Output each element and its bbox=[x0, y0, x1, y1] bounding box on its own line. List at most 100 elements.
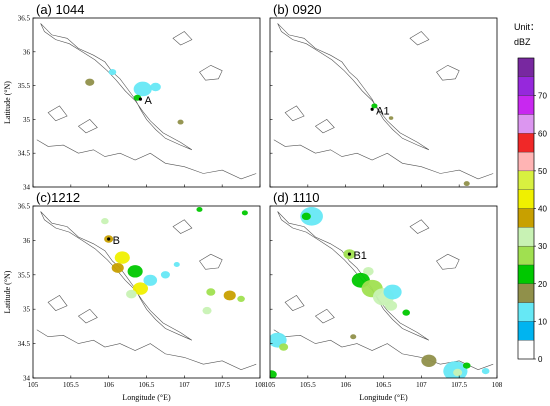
colorbar-segment bbox=[517, 321, 535, 341]
y-tick-label: 36 bbox=[23, 237, 31, 245]
colorbar-label: 20 bbox=[538, 280, 547, 289]
terrain-contour bbox=[314, 119, 335, 134]
station-point bbox=[138, 97, 143, 101]
echo-cell bbox=[160, 271, 170, 279]
echo-cell bbox=[421, 354, 437, 367]
colorbar-label: 0 bbox=[538, 355, 543, 364]
y-tick-label: 36 bbox=[23, 48, 31, 56]
terrain-contour bbox=[409, 219, 430, 234]
panel-title: (c)1212 bbox=[36, 190, 80, 205]
y-tick-label: 34 bbox=[23, 375, 31, 383]
x-tick-label: 105 bbox=[265, 381, 276, 389]
echo-cell bbox=[150, 82, 161, 92]
colorbar-unit: dBZ bbox=[514, 37, 531, 47]
panel-1: A1 (b) 0920 bbox=[269, 2, 498, 188]
x-tick-label: 106 bbox=[340, 381, 351, 389]
colorbar-unit: Unit： bbox=[514, 22, 539, 32]
terrain-contour bbox=[172, 219, 193, 234]
terrain-contour bbox=[40, 23, 193, 151]
echo-cell bbox=[481, 368, 490, 375]
panel-background bbox=[33, 18, 260, 187]
y-tick-label: 36.5 bbox=[18, 203, 31, 211]
colorbar-segment bbox=[517, 170, 535, 190]
echo-cell bbox=[127, 265, 143, 278]
x-tick-label: 106 bbox=[103, 381, 114, 389]
colorbar-segment bbox=[517, 95, 535, 115]
colorbar-segment bbox=[517, 133, 535, 153]
colorbar: Unit： dBZ 0 10 20 30 40 50 60 70 bbox=[514, 22, 547, 364]
echo-cell bbox=[133, 81, 152, 97]
point-label: A bbox=[144, 95, 152, 107]
colorbar-segment bbox=[517, 151, 535, 172]
colorbar-label: 10 bbox=[538, 317, 547, 326]
terrain-contour bbox=[36, 329, 257, 371]
x-tick-label: 108 bbox=[492, 381, 503, 389]
echo-cell bbox=[202, 306, 212, 315]
terrain-contour bbox=[409, 31, 430, 46]
echo-cell bbox=[143, 274, 158, 286]
echo-cell bbox=[402, 309, 410, 316]
terrain-contour bbox=[314, 308, 335, 324]
echo-cell bbox=[385, 300, 398, 311]
point-label: A1 bbox=[376, 105, 389, 117]
panel-2: B (c)1212 105 105.5 106 106.5 107 107.5 108 34 34.… bbox=[3, 190, 266, 402]
colorbar-label: 70 bbox=[538, 92, 547, 101]
x-tick-label: 107 bbox=[416, 381, 427, 389]
colorbar-segment bbox=[517, 340, 535, 360]
y-tick-label: 35.5 bbox=[18, 271, 31, 279]
echo-cell bbox=[196, 206, 203, 212]
colorbar-label: 40 bbox=[538, 205, 547, 214]
colorbar-label: 50 bbox=[538, 167, 547, 176]
echo-cell bbox=[206, 288, 216, 296]
colorbar-segment bbox=[517, 302, 535, 322]
echo-cell bbox=[223, 290, 236, 301]
echo-cell bbox=[173, 262, 180, 267]
x-tick-label: 105 bbox=[28, 381, 39, 389]
echo-cell bbox=[111, 262, 124, 273]
panel-background bbox=[270, 18, 497, 187]
colorbar-segment bbox=[517, 245, 535, 266]
terrain-contour bbox=[77, 308, 98, 324]
colorbar-segment bbox=[517, 264, 535, 284]
terrain-contour bbox=[273, 139, 494, 180]
terrain-contour bbox=[284, 295, 305, 311]
panel-0: A (a) 1044 34 34.5 35 35.5 36 36.5 Latitude (°N) bbox=[3, 2, 261, 192]
echo-cell bbox=[177, 119, 184, 125]
echo-cell bbox=[383, 284, 402, 300]
echo-cell bbox=[388, 116, 394, 120]
y-axis-label: Latitude (°N) bbox=[3, 81, 12, 124]
terrain-contour bbox=[36, 139, 257, 180]
terrain-contour bbox=[47, 295, 68, 311]
y-tick-label: 34.5 bbox=[18, 150, 31, 158]
x-tick-label: 108 bbox=[255, 381, 266, 389]
station-point bbox=[107, 237, 111, 241]
station-point bbox=[370, 107, 374, 111]
terrain-contour bbox=[47, 105, 68, 122]
echo-cell bbox=[85, 78, 95, 86]
echo-cell bbox=[241, 210, 248, 216]
echo-cell bbox=[114, 251, 130, 264]
point-label: B1 bbox=[353, 250, 366, 262]
echo-cell bbox=[371, 103, 378, 109]
y-tick-label: 34 bbox=[23, 184, 31, 192]
y-tick-label: 35 bbox=[23, 116, 31, 124]
terrain-contour bbox=[436, 253, 460, 270]
colorbar-segment bbox=[517, 208, 535, 228]
colorbar-segment bbox=[517, 189, 535, 209]
echo-cell bbox=[279, 343, 289, 351]
echo-cell bbox=[101, 218, 109, 225]
point-label: B bbox=[113, 235, 120, 247]
colorbar-segment bbox=[517, 57, 535, 77]
y-tick-label: 35 bbox=[23, 306, 31, 314]
x-axis-label: Longitude (°E) bbox=[359, 393, 408, 402]
echo-cell bbox=[300, 207, 323, 226]
echo-cell bbox=[453, 368, 463, 377]
echo-cell bbox=[270, 370, 277, 378]
terrain-contour bbox=[172, 31, 193, 46]
echo-cell bbox=[363, 267, 374, 276]
colorbar-segment bbox=[517, 114, 535, 134]
terrain-contour bbox=[277, 211, 430, 341]
colorbar-segment bbox=[517, 283, 535, 303]
panel-3: B1 (d) 1110 105 105.5 106 106.5 107 107.5 108 Lon… bbox=[265, 190, 503, 402]
